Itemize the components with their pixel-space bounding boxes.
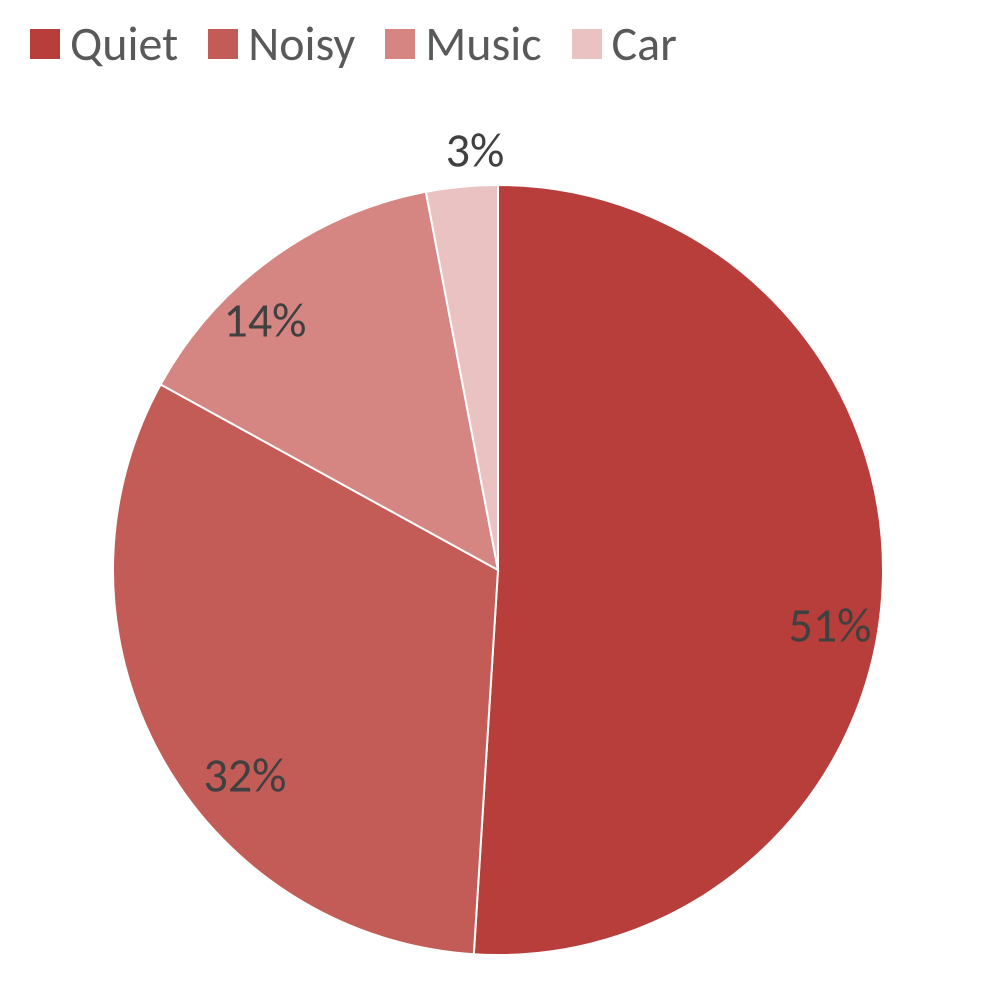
legend-swatch-icon [385, 29, 415, 59]
legend-label: Car [612, 14, 677, 73]
chart-container: Quiet Noisy Music Car 51% 32% 14% 3% [0, 0, 995, 997]
pie-chart-area: 51% 32% 14% 3% [0, 100, 995, 980]
data-label-noisy: 32% [204, 746, 287, 805]
legend-swatch-icon [208, 29, 238, 59]
legend-item-quiet: Quiet [30, 14, 178, 73]
data-label-music: 14% [224, 291, 307, 350]
legend-swatch-icon [30, 29, 60, 59]
legend: Quiet Noisy Music Car [30, 14, 677, 73]
legend-item-noisy: Noisy [208, 14, 355, 73]
legend-label: Music [425, 14, 541, 73]
pie-slice-quiet [474, 185, 883, 955]
legend-item-music: Music [385, 14, 541, 73]
data-label-quiet: 51% [789, 596, 872, 655]
legend-swatch-icon [572, 29, 602, 59]
legend-label: Quiet [70, 14, 178, 73]
legend-item-car: Car [572, 14, 677, 73]
data-label-car: 3% [446, 121, 505, 180]
pie-svg [0, 100, 995, 980]
legend-label: Noisy [248, 14, 355, 73]
